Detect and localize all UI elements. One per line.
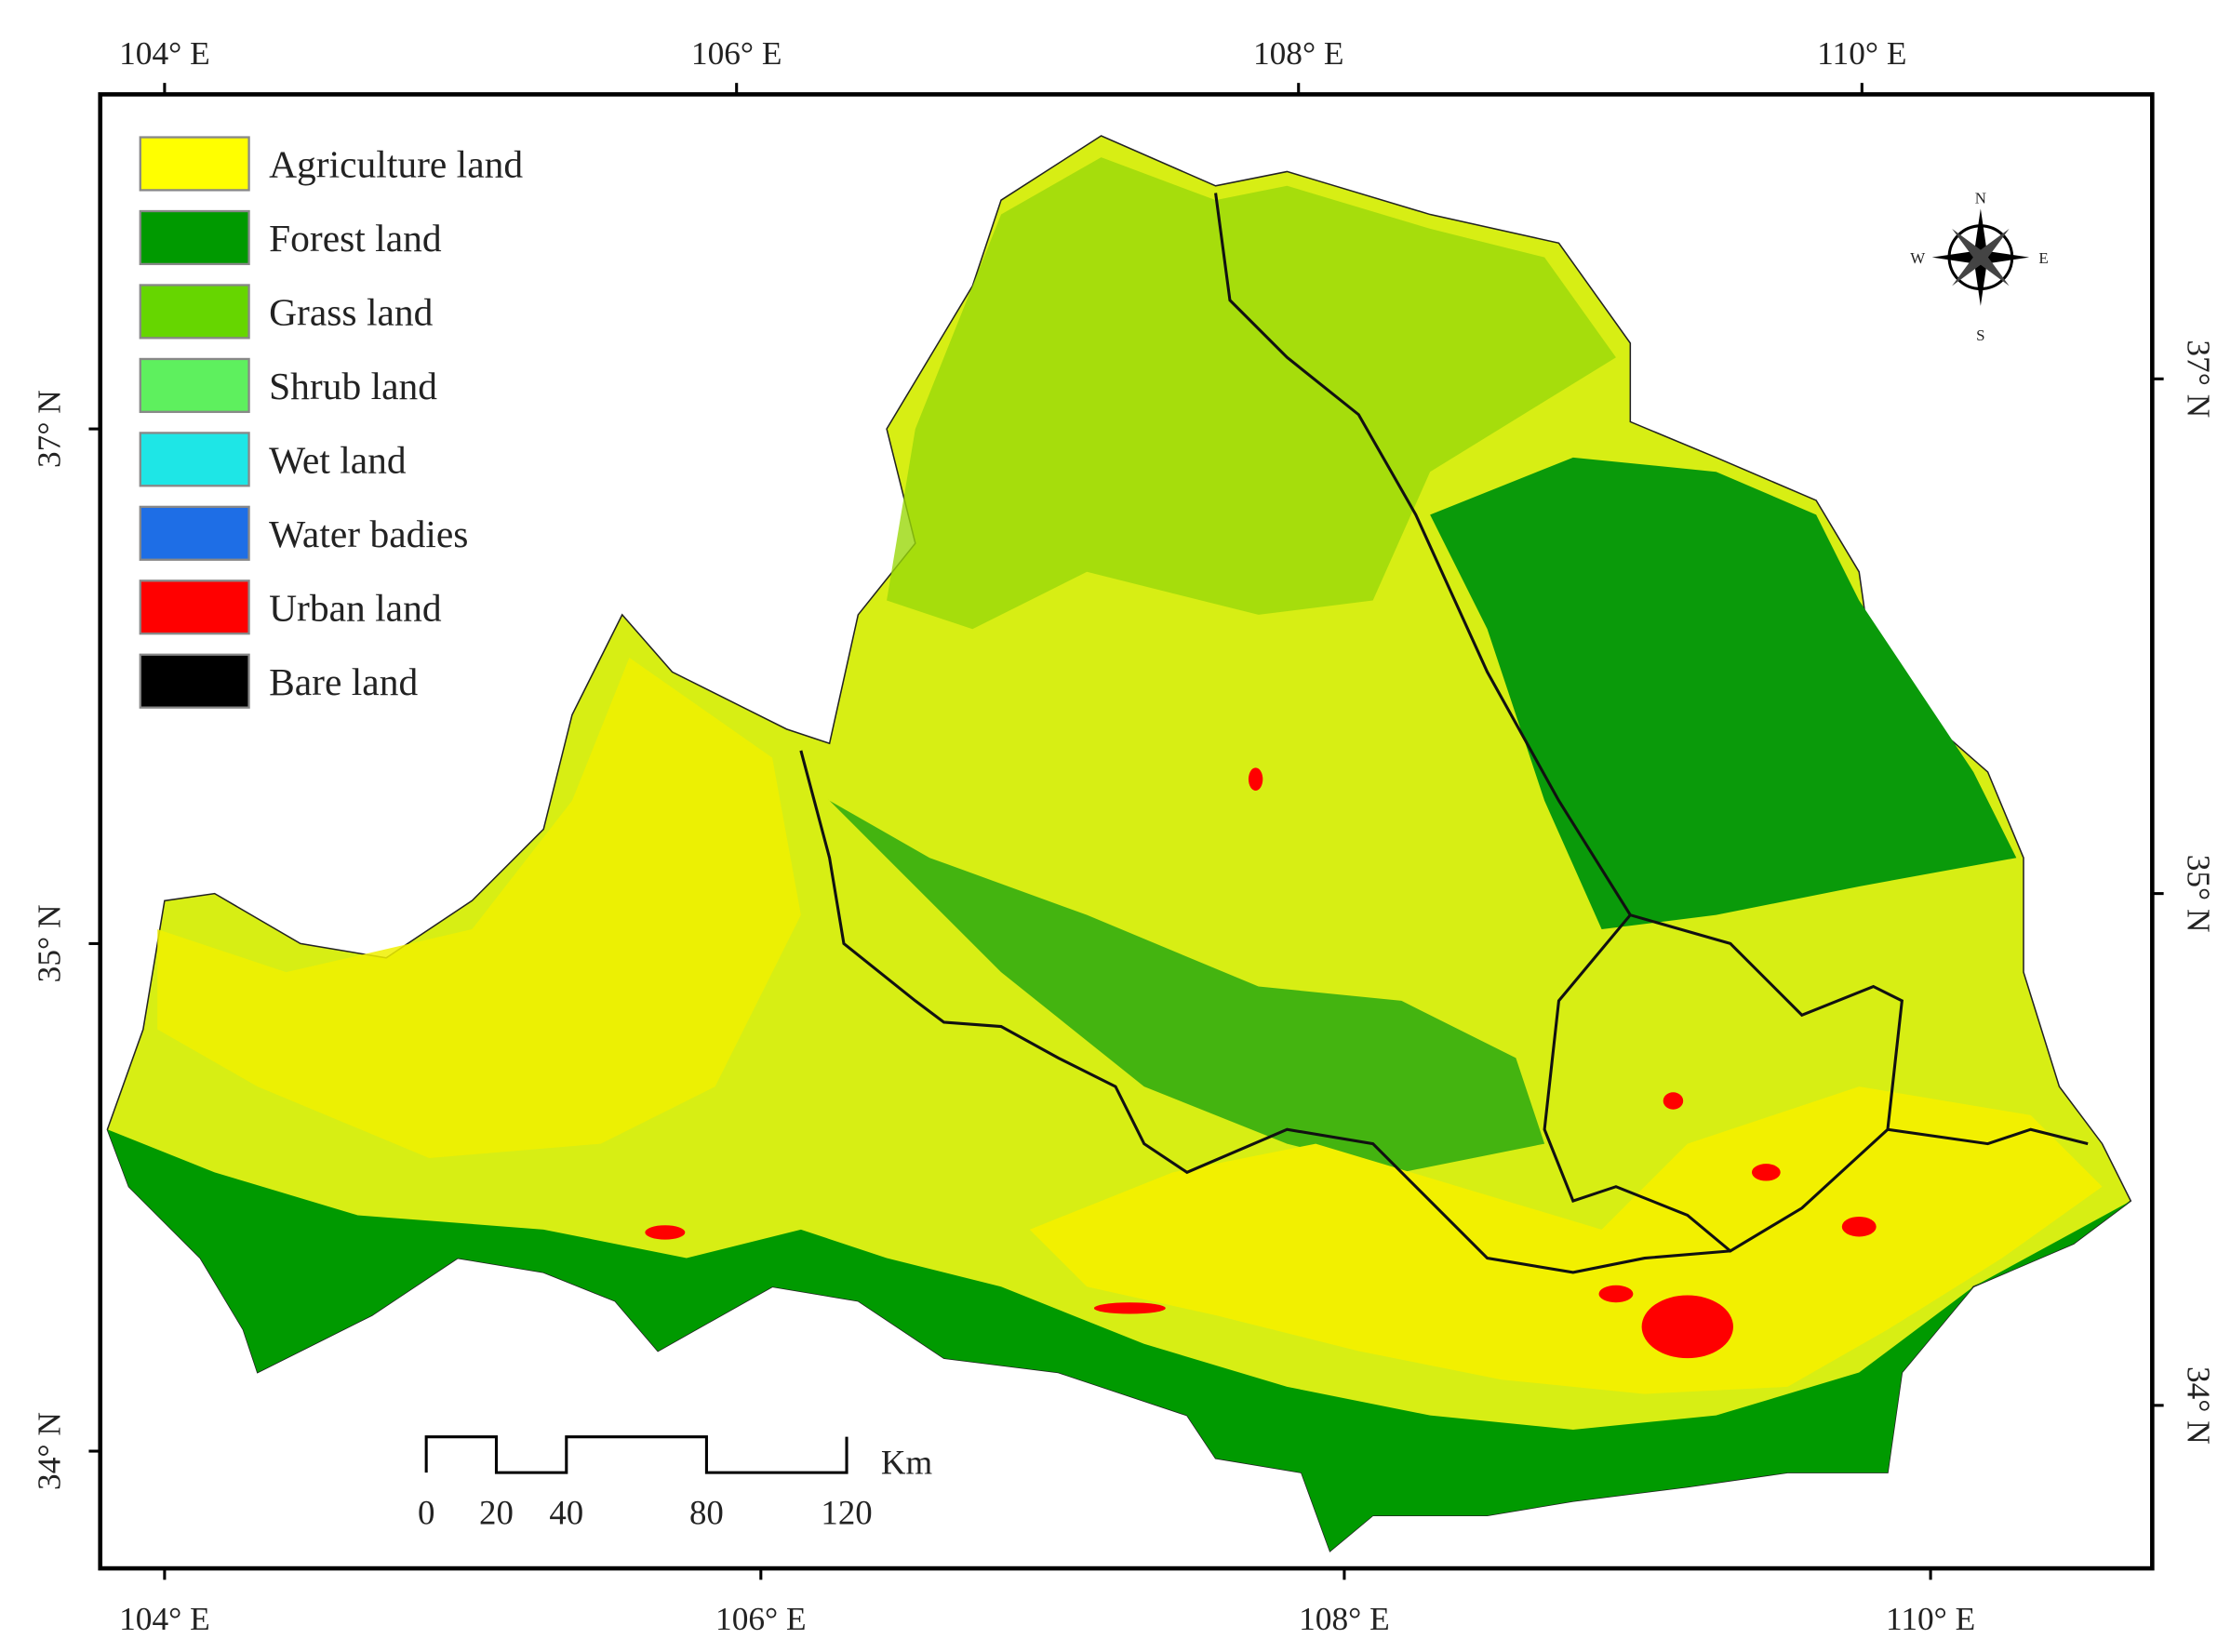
legend-swatch <box>139 136 250 192</box>
agriculture-west <box>157 658 801 1158</box>
right-axis-label: 37° N <box>2181 340 2218 418</box>
compass-s: S <box>1976 326 1984 344</box>
scale-bar-label: 40 <box>549 1493 583 1531</box>
boundary <box>1214 193 1904 1253</box>
agriculture-valley <box>1029 1086 2103 1394</box>
boundary <box>799 750 1731 1274</box>
left-axis-label: 37° N <box>31 390 68 468</box>
forest-center <box>800 771 1545 1173</box>
bottom-axis-label: 110° E <box>1886 1600 1975 1637</box>
legend-label: Wet land <box>269 438 407 481</box>
subbasin-boundaries <box>799 193 2089 1274</box>
legend-swatch <box>139 357 250 413</box>
legend-label: Bare land <box>269 660 418 703</box>
legend-swatch <box>139 432 250 487</box>
legend-swatch <box>139 505 250 561</box>
bottom-axis-label: 106° E <box>715 1600 807 1637</box>
compass-e: E <box>2038 249 2048 267</box>
compass-needle <box>1952 228 2010 286</box>
urban-patch <box>1663 1092 1684 1110</box>
legend-label: Shrub land <box>269 365 437 407</box>
urban-patch <box>1093 1302 1166 1314</box>
grass-north <box>887 157 1616 630</box>
right-axis-label: 34° N <box>2181 1366 2218 1445</box>
map-frame <box>98 92 2155 1571</box>
left-axis-label: 34° N <box>31 1412 68 1490</box>
urban-patch <box>1598 1285 1634 1303</box>
left-axis-label: 35° N <box>31 904 68 982</box>
legend-swatch <box>139 653 250 709</box>
bottom-axis-label: 104° E <box>119 1600 210 1637</box>
scale-bar-label: 80 <box>689 1493 724 1531</box>
scale-bar-label: 20 <box>479 1493 514 1531</box>
urban-patch <box>1751 1164 1781 1181</box>
scale-bar-label: 0 <box>418 1493 434 1531</box>
urban-patch <box>1641 1295 1733 1359</box>
boundary <box>1887 1127 2089 1146</box>
compass-w: W <box>1910 249 1925 267</box>
urban-patch <box>645 1225 686 1240</box>
scale-bar-label: 120 <box>821 1493 872 1531</box>
legend-label: Grass land <box>269 291 434 334</box>
legend-swatch <box>139 284 250 340</box>
urban-patch <box>1248 767 1263 791</box>
urban-patches <box>645 767 1877 1359</box>
legend-label: Agriculture land <box>269 143 523 186</box>
compass-n: N <box>1975 189 1986 206</box>
forest-south <box>107 1129 2131 1552</box>
top-axis-label: 104° E <box>119 34 210 72</box>
legend-label: Urban land <box>269 586 442 629</box>
legend-swatch <box>139 209 250 266</box>
legend-swatch <box>139 580 250 635</box>
top-axis-label: 110° E <box>1817 34 1906 72</box>
scale-bar <box>424 1435 848 1474</box>
urban-patch <box>1841 1216 1877 1237</box>
bottom-axis-label: 108° E <box>1299 1600 1390 1637</box>
top-axis-label: 106° E <box>691 34 782 72</box>
right-axis-label: 35° N <box>2181 855 2218 933</box>
forest-east <box>1430 457 2017 930</box>
scale-bar-unit: Km <box>881 1444 933 1482</box>
scale-bar-line <box>424 1435 848 1474</box>
compass: N E S W <box>1910 189 2048 344</box>
top-axis-label: 108° E <box>1253 34 1344 72</box>
legend-label: Water badies <box>269 513 468 555</box>
legend-label: Forest land <box>269 217 442 260</box>
basin <box>106 135 2132 1552</box>
